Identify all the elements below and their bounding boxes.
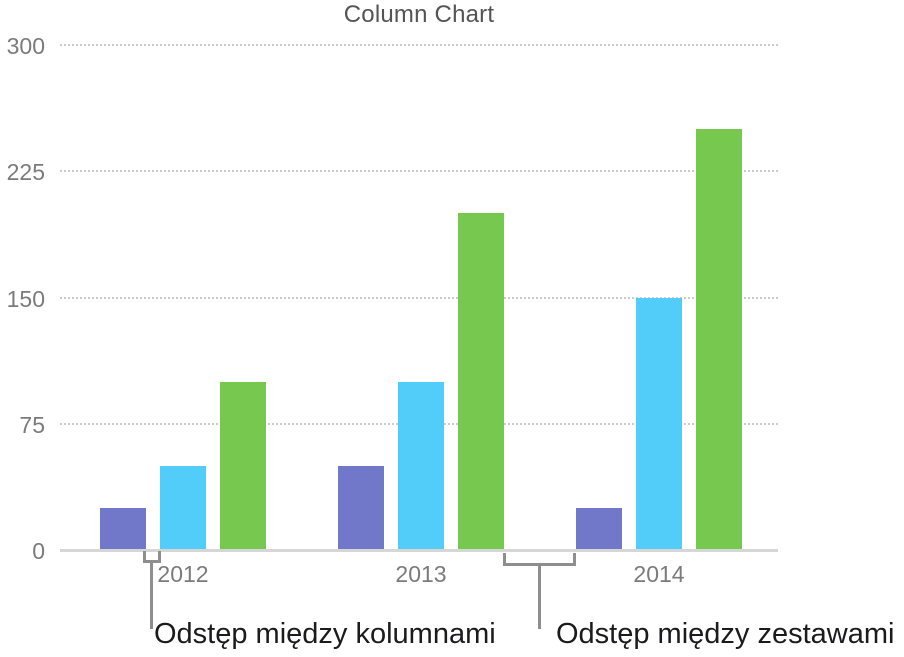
y-axis-tick-label: 300 — [6, 33, 45, 59]
bar-green-2014 — [696, 129, 742, 550]
gridline-300 — [60, 44, 778, 46]
x-axis-category-label: 2013 — [395, 561, 447, 587]
bar-green-2012 — [220, 381, 266, 550]
gridline-150 — [60, 296, 778, 299]
x-axis-baseline — [60, 549, 778, 552]
sets-gap-bracket — [503, 553, 576, 566]
bar-green-2013 — [458, 213, 504, 550]
bar-purple-2014 — [576, 507, 622, 550]
sets-gap-callout-line — [538, 566, 541, 629]
y-axis-tick-label: 225 — [6, 159, 45, 186]
y-axis-tick-label: 150 — [6, 285, 45, 312]
bar-purple-2013 — [338, 465, 384, 550]
columns-gap-callout-line — [150, 563, 153, 629]
columns-gap-annotation: Odstęp między kolumnami — [154, 618, 496, 650]
x-axis-category-label: 2014 — [633, 561, 685, 587]
y-axis-tick-label: 75 — [19, 411, 45, 438]
bar-blue-2012 — [160, 465, 206, 550]
sets-gap-annotation: Odstęp między zestawami — [556, 618, 895, 650]
bar-blue-2013 — [398, 381, 444, 550]
gridline-225 — [60, 170, 778, 173]
x-axis-category-label: 2012 — [157, 561, 209, 587]
bar-purple-2012 — [100, 507, 146, 550]
columns-gap-bracket — [143, 551, 161, 563]
y-axis-tick-label: 0 — [32, 538, 45, 564]
bar-blue-2014 — [636, 297, 682, 550]
chart-title: Column Chart — [343, 1, 495, 28]
